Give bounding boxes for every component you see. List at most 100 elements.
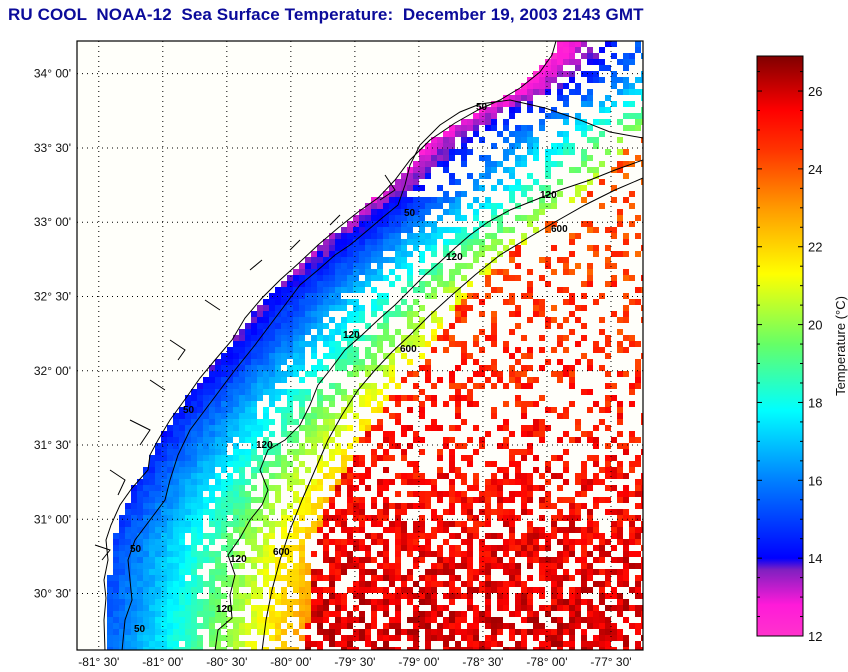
- sst-pixel: [563, 317, 569, 323]
- sst-pixel: [335, 623, 341, 629]
- sst-pixel: [527, 125, 533, 131]
- sst-pixel: [317, 281, 323, 287]
- sst-pixel: [371, 305, 377, 311]
- sst-pixel: [203, 605, 209, 611]
- sst-pixel: [371, 389, 377, 395]
- sst-pixel: [617, 419, 623, 425]
- sst-pixel: [353, 557, 359, 563]
- sst-pixel: [521, 335, 527, 341]
- sst-pixel: [233, 641, 239, 647]
- sst-pixel: [221, 623, 227, 629]
- sst-pixel: [233, 605, 239, 611]
- sst-pixel: [473, 341, 479, 347]
- sst-pixel: [275, 377, 281, 383]
- sst-pixel: [509, 623, 515, 629]
- sst-pixel: [407, 311, 413, 317]
- sst-pixel: [311, 611, 317, 617]
- sst-pixel: [599, 545, 605, 551]
- sst-pixel: [299, 263, 305, 269]
- sst-pixel: [257, 605, 263, 611]
- sst-pixel: [461, 647, 467, 650]
- sst-pixel: [473, 527, 479, 533]
- sst-pixel: [251, 563, 257, 569]
- sst-pixel: [563, 335, 569, 341]
- sst-pixel: [275, 521, 281, 527]
- sst-pixel: [383, 209, 389, 215]
- sst-pixel: [521, 125, 527, 131]
- sst-pixel: [443, 401, 449, 407]
- sst-pixel: [299, 557, 305, 563]
- sst-pixel: [563, 449, 569, 455]
- sst-pixel: [563, 467, 569, 473]
- sst-pixel: [509, 251, 515, 257]
- sst-pixel: [131, 527, 137, 533]
- sst-pixel: [173, 521, 179, 527]
- sst-pixel: [503, 341, 509, 347]
- sst-pixel: [119, 605, 125, 611]
- sst-pixel: [629, 299, 635, 305]
- sst-pixel: [293, 575, 299, 581]
- sst-pixel: [401, 575, 407, 581]
- sst-pixel: [167, 539, 173, 545]
- sst-pixel: [449, 629, 455, 635]
- sst-pixel: [473, 515, 479, 521]
- sst-pixel: [239, 467, 245, 473]
- sst-pixel: [245, 323, 251, 329]
- sst-pixel: [551, 107, 557, 113]
- sst-pixel: [107, 641, 113, 647]
- sst-pixel: [323, 443, 329, 449]
- sst-pixel: [143, 623, 149, 629]
- sst-pixel: [641, 89, 643, 95]
- sst-pixel: [209, 581, 215, 587]
- sst-pixel: [563, 641, 569, 647]
- sst-pixel: [533, 71, 539, 77]
- sst-pixel: [515, 251, 521, 257]
- sst-pixel: [641, 287, 643, 293]
- sst-pixel: [143, 533, 149, 539]
- sst-pixel: [263, 407, 269, 413]
- sst-pixel: [569, 599, 575, 605]
- sst-pixel: [125, 635, 131, 641]
- sst-pixel: [575, 437, 581, 443]
- sst-pixel: [563, 557, 569, 563]
- sst-pixel: [461, 233, 467, 239]
- sst-pixel: [263, 515, 269, 521]
- sst-pixel: [509, 575, 515, 581]
- sst-pixel: [605, 629, 611, 635]
- sst-pixel: [467, 509, 473, 515]
- sst-pixel: [233, 593, 239, 599]
- sst-pixel: [155, 461, 161, 467]
- sst-pixel: [167, 575, 173, 581]
- sst-pixel: [131, 545, 137, 551]
- sst-pixel: [527, 143, 533, 149]
- sst-pixel: [497, 587, 503, 593]
- sst-pixel: [413, 467, 419, 473]
- sst-pixel: [599, 629, 605, 635]
- sst-pixel: [323, 335, 329, 341]
- sst-pixel: [569, 605, 575, 611]
- isobath-label-120: 120: [256, 440, 273, 451]
- sst-pixel: [449, 335, 455, 341]
- sst-pixel: [527, 317, 533, 323]
- sst-pixel: [527, 551, 533, 557]
- sst-pixel: [641, 623, 643, 629]
- sst-pixel: [443, 347, 449, 353]
- sst-pixel: [533, 617, 539, 623]
- sst-pixel: [467, 515, 473, 521]
- sst-pixel: [515, 137, 521, 143]
- sst-pixel: [353, 305, 359, 311]
- sst-pixel: [611, 395, 617, 401]
- sst-pixel: [317, 359, 323, 365]
- sst-pixel: [221, 371, 227, 377]
- sst-pixel: [395, 347, 401, 353]
- sst-pixel: [431, 197, 437, 203]
- sst-pixel: [563, 59, 569, 65]
- sst-pixel: [545, 461, 551, 467]
- sst-pixel: [167, 431, 173, 437]
- sst-pixel: [551, 605, 557, 611]
- sst-pixel: [377, 587, 383, 593]
- sst-pixel: [317, 311, 323, 317]
- sst-pixel: [491, 635, 497, 641]
- sst-pixel: [197, 623, 203, 629]
- sst-pixel: [473, 485, 479, 491]
